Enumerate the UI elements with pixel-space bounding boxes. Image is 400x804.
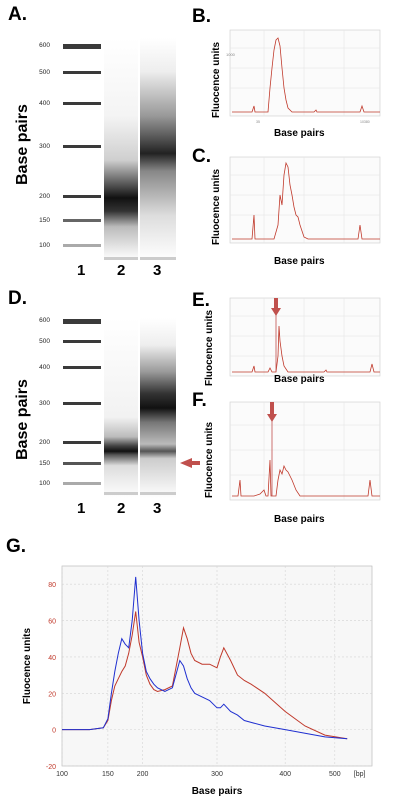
x-axis-title: Base pairs [192, 786, 243, 797]
panel-label-f: F. [192, 390, 207, 411]
electropherogram-b: 1000 35 10380 [226, 29, 381, 124]
c-y-axis-title: Fluocence units [211, 168, 222, 245]
gel-a-tick: 200 [39, 193, 50, 200]
x-tick-label: 400 [279, 771, 291, 778]
ladder-band [63, 102, 101, 105]
gel-a-tick: 400 [39, 100, 50, 107]
x-tick-label: 500 [329, 771, 341, 778]
gel-d-tick: 500 [39, 338, 50, 345]
ladder-band [63, 44, 101, 49]
x-tick-label: 150 [102, 771, 114, 778]
gel-d-tick: 400 [39, 364, 50, 371]
chart-g: -20 0 20 40 60 80 100 150 200 300 400 500 [bp] Base p… [22, 565, 373, 797]
gel-a-tick: 600 [39, 42, 50, 49]
ladder-band [63, 340, 101, 343]
gel-d-tick: 150 [39, 460, 50, 467]
x-tick-label: 300 [211, 771, 223, 778]
gel-a-tick: 150 [39, 217, 50, 224]
panel-label-e: E. [192, 290, 210, 311]
arrow-icon [267, 402, 277, 422]
arrow-icon [271, 298, 281, 316]
lane-label: 3 [153, 500, 162, 517]
svg-text:1000: 1000 [226, 52, 236, 57]
series-line [62, 576, 348, 740]
gel-a-tick: 100 [39, 242, 50, 249]
panel-label-d: D. [8, 288, 27, 309]
gel-image-a [63, 38, 176, 260]
gel-d-tick: 600 [39, 317, 50, 324]
lane-label: 1 [77, 262, 86, 279]
svg-text:10380: 10380 [360, 120, 370, 124]
b-x-axis-title: Base pairs [274, 128, 325, 139]
lane-label: 2 [117, 262, 126, 279]
electropherogram-e [229, 297, 381, 377]
ladder-band [63, 319, 101, 324]
gel-image-d [63, 318, 200, 498]
f-x-axis-title: Base pairs [274, 514, 325, 525]
y-tick-label: 20 [48, 691, 56, 698]
ladder-band [63, 441, 101, 444]
ladder-band [63, 366, 101, 369]
gel-a-tick: 300 [39, 143, 50, 150]
panel-label-a: A. [8, 4, 27, 25]
gel-d-y-axis-title: Base pairs [14, 379, 31, 460]
gel-a-tick: 500 [39, 69, 50, 76]
gel-d-tick: 100 [39, 480, 50, 487]
ladder-band [63, 244, 101, 247]
ladder-band [63, 402, 101, 405]
lane-label: 2 [117, 500, 126, 517]
ladder-band [63, 71, 101, 74]
y-tick-label: -20 [46, 764, 56, 771]
b-y-axis-title: Fluocence units [211, 41, 222, 118]
arrow-icon [180, 458, 200, 468]
ladder-band [63, 195, 101, 198]
f-y-axis-title: Fluocence units [204, 421, 215, 498]
ladder-band [63, 482, 101, 485]
y-axis-title: Fluocence units [22, 628, 33, 705]
panel-label-c: C. [192, 146, 211, 167]
y-tick-label: 40 [48, 655, 56, 662]
y-tick-label: 60 [48, 619, 56, 626]
e-x-axis-title: Base pairs [274, 374, 325, 385]
c-x-axis-title: Base pairs [274, 256, 325, 267]
x-tick-label: [bp] [354, 771, 366, 778]
lane-label: 3 [153, 262, 162, 279]
x-tick-label: 200 [137, 771, 149, 778]
panel-label-g: G. [6, 536, 27, 557]
gel-d-tick: 300 [39, 400, 50, 407]
electropherogram-f [229, 401, 381, 501]
panel-label-b: B. [192, 6, 211, 27]
ladder-band [63, 219, 101, 222]
x-tick-label: 100 [56, 771, 68, 778]
gel-d-tick: 200 [39, 439, 50, 446]
y-tick-label: 80 [48, 582, 56, 589]
electropherogram-c [229, 156, 381, 244]
svg-text:35: 35 [256, 120, 260, 124]
y-tick-label: 0 [52, 728, 56, 735]
ladder-band [63, 145, 101, 148]
lane-label: 1 [77, 500, 86, 517]
ladder-band [63, 462, 101, 465]
e-y-axis-title: Fluocence units [204, 309, 215, 386]
